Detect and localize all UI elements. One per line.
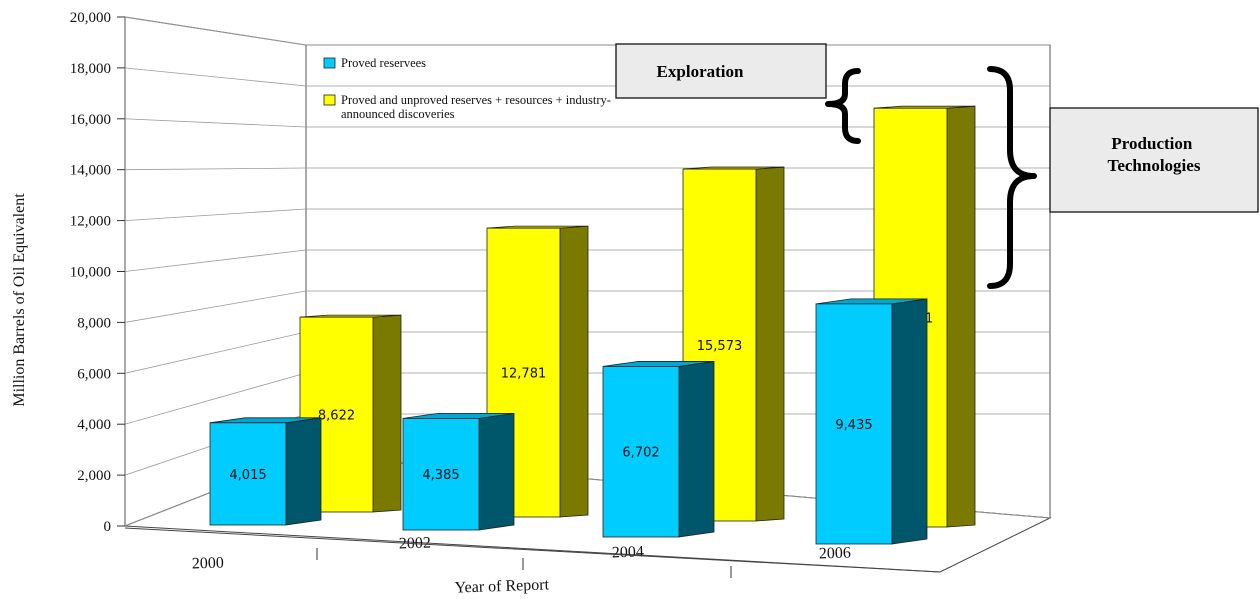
y-tick-label: 8,000 (77, 315, 111, 331)
production-technologies-line-1: Production (1111, 134, 1192, 153)
gridline (124, 67, 307, 87)
gridline (124, 290, 307, 323)
legend-label: Proved and unproved reserves + resources… (341, 93, 611, 107)
data-label: 15,573 (697, 339, 743, 354)
gridline (124, 208, 307, 221)
data-label: 9,435 (835, 418, 872, 433)
gridline (124, 249, 307, 272)
bar-proved-2002-side (478, 412, 515, 531)
data-label: 12,781 (501, 367, 547, 382)
y-tick-label: 20,000 (70, 10, 111, 26)
annotations: Exploration Production Technologies (615, 43, 1259, 289)
bar-proved-2000 (209, 422, 287, 526)
y-tick-label: 2,000 (77, 468, 111, 484)
bars: 8,62212,78115,57318,5314,0154,3856,7029,… (209, 105, 976, 545)
exploration-callout-box (615, 43, 827, 99)
bar-total-2002-side (559, 225, 589, 518)
y-tick-label: 14,000 (70, 163, 111, 179)
bar-total-2004-side (755, 166, 785, 522)
bar-proved-2002 (402, 418, 480, 531)
y-tick-label: 16,000 (70, 112, 111, 128)
y-axis-title: Million Barrels of Oil Equivalent (11, 193, 28, 407)
x-axis-title: Year of Report (454, 576, 549, 596)
x-tick-label: 2004 (612, 543, 645, 561)
data-label: 4,385 (422, 468, 459, 483)
data-label: 4,015 (229, 468, 266, 483)
y-axis: 0 2,000 4,000 6,000 8,000 10,000 12,000 14,000 1… (70, 10, 125, 535)
production-technologies-callout-box (1049, 107, 1259, 213)
y-tick-label: 18,000 (70, 61, 111, 77)
gridline (124, 167, 307, 171)
y-tick-label: 10,000 (70, 265, 111, 281)
y-tick-label: 6,000 (77, 366, 111, 382)
legend-swatch (323, 94, 336, 106)
y-tick-label: 12,000 (70, 214, 111, 230)
x-axis: 2000200220042006 (124, 527, 941, 578)
production-technologies-callout-label: Production Technologies (1108, 134, 1201, 175)
gridline (124, 16, 307, 46)
production-technologies-line-2: Technologies (1108, 156, 1201, 175)
gridline (124, 372, 307, 425)
bar-proved-2004 (602, 366, 680, 538)
legend-label: Proved reservees (341, 56, 426, 70)
legend-label: announced discoveries (341, 107, 455, 121)
bar-proved-2006-side (891, 298, 928, 545)
exploration-callout-label: Exploration (657, 62, 744, 81)
x-tick-label: 2000 (192, 554, 225, 572)
x-tick-label: 2006 (819, 544, 852, 562)
bar-total-2000-side (372, 314, 402, 513)
exploration-brace (825, 68, 861, 144)
y-tick-label: 0 (104, 519, 112, 535)
legend: Proved reservees Proved and unproved rese… (323, 56, 611, 121)
bar-total-2006-side (946, 105, 976, 528)
y-tick-label: 4,000 (77, 417, 111, 433)
bar-proved-2004-side (678, 360, 715, 538)
bar-proved-2006 (815, 303, 893, 545)
x-axis-line (124, 527, 941, 573)
legend-swatch (323, 57, 336, 69)
production-technologies-brace (987, 66, 1037, 289)
data-label: 6,702 (622, 446, 659, 461)
gridline (124, 331, 307, 374)
bar-proved-2000-side (285, 417, 322, 526)
data-label: 8,622 (318, 409, 355, 424)
gridline (124, 118, 307, 128)
